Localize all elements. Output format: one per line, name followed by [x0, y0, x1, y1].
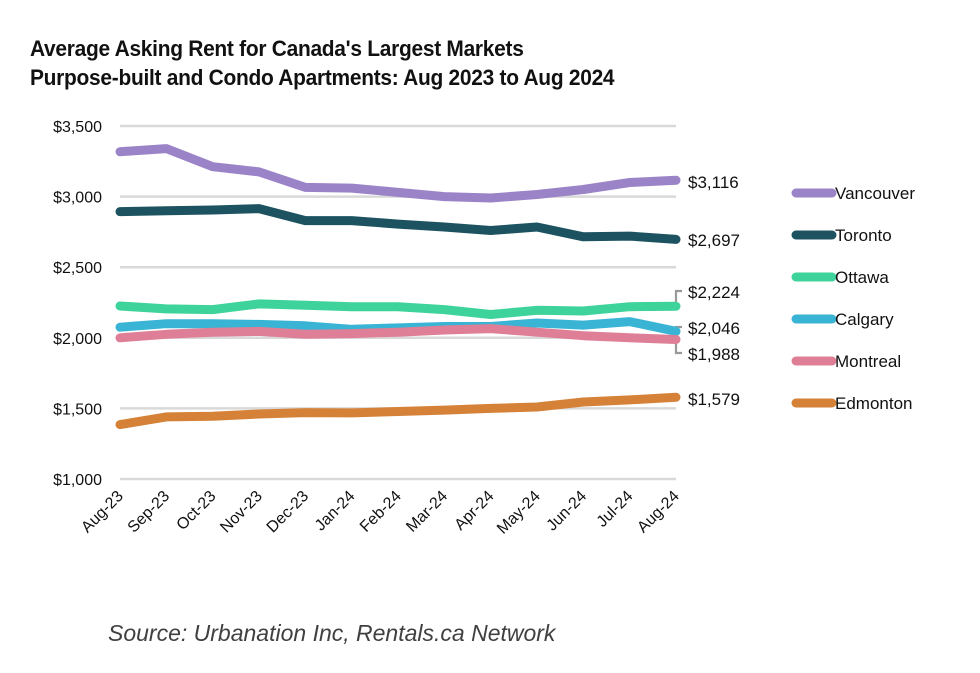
legend-label-vancouver: Vancouver: [835, 184, 915, 203]
x-tick-label: Jun-24: [544, 488, 591, 535]
x-tick-label: May-24: [494, 488, 544, 538]
series-line-toronto: [115, 204, 681, 244]
legend-label-ottawa: Ottawa: [835, 268, 889, 287]
series-lines: [115, 144, 681, 430]
x-tick-label: Apr-24: [452, 488, 498, 534]
end-label-calgary: $2,046: [688, 319, 740, 338]
y-tick-label: $3,500: [53, 119, 102, 136]
series-line-edmonton: [115, 392, 681, 430]
legend-label-toronto: Toronto: [835, 226, 892, 245]
legend-label-calgary: Calgary: [835, 310, 894, 329]
y-axis-ticks: $1,000 $1,500 $2,000 $2,500 $3,000 $3,500: [53, 119, 102, 489]
x-tick-label: Dec-23: [264, 488, 313, 537]
x-tick-label: Feb-24: [357, 488, 405, 536]
y-tick-label: $1,500: [53, 401, 102, 418]
series-line-vancouver: [115, 144, 681, 203]
leader-line-ottawa: [674, 289, 682, 307]
end-label-toronto: $2,697: [688, 231, 740, 250]
end-label-ottawa: $2,224: [688, 283, 740, 302]
x-tick-label: Aug-23: [78, 488, 127, 537]
x-tick-label: Sep-23: [125, 488, 174, 537]
legend-label-montreal: Montreal: [835, 352, 901, 371]
x-tick-label: Oct-23: [174, 488, 220, 534]
series-line-montreal: [115, 324, 681, 344]
chart-title: Average Asking Rent for Canada's Largest…: [30, 34, 615, 92]
end-value-labels: $3,116 $2,697 $2,224 $2,046 $1,988 $1,579: [688, 173, 740, 409]
legend: Vancouver Toronto Ottawa Calgary Montreal Edm…: [791, 184, 915, 413]
end-label-edmonton: $1,579: [688, 390, 740, 409]
end-label-montreal: $1,988: [688, 345, 740, 364]
x-tick-label: Jan-24: [312, 488, 359, 535]
series-line-ottawa: [115, 299, 681, 319]
y-tick-label: $2,500: [53, 260, 102, 277]
end-label-vancouver: $3,116: [688, 173, 739, 192]
y-tick-label: $2,000: [53, 331, 102, 348]
x-tick-label: Aug-24: [634, 488, 683, 537]
x-tick-label: Mar-24: [403, 488, 451, 536]
x-tick-label: Nov-23: [217, 488, 266, 537]
source-note: Source: Urbanation Inc, Rentals.ca Netwo…: [108, 620, 556, 646]
y-tick-label: $1,000: [53, 472, 102, 489]
y-tick-label: $3,000: [53, 190, 102, 207]
chart-subtitle: Purpose-built and Condo Apartments: Aug …: [30, 65, 615, 90]
chart-title-line1: Average Asking Rent for Canada's Largest…: [30, 36, 524, 61]
legend-label-edmonton: Edmonton: [835, 394, 913, 413]
x-tick-label: Jul-24: [594, 488, 637, 531]
